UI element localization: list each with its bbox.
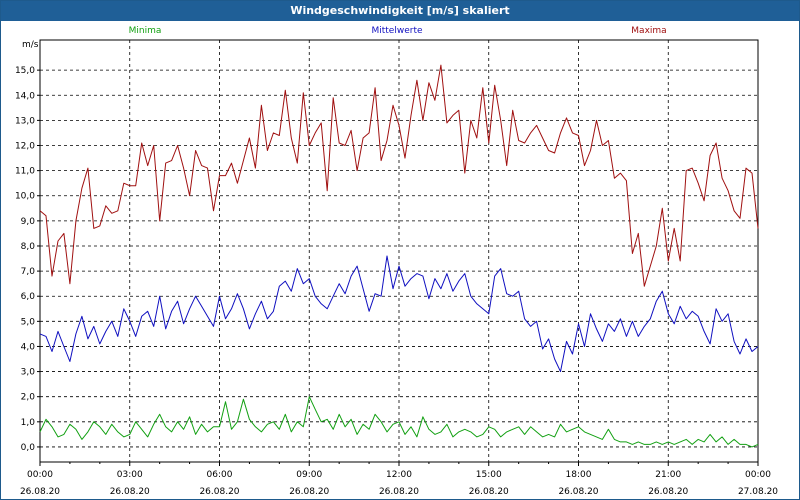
series-lines — [39, 64, 759, 448]
x-tick-date-label: 26.08.20 — [20, 487, 60, 497]
y-tick-label: 12,0 — [15, 142, 35, 152]
legend: Minima Mittelwerte Maxima — [129, 26, 667, 36]
x-tick-date-label: 27.08.20 — [738, 487, 778, 497]
y-tick-label: 2,0 — [21, 393, 36, 403]
legend-minima: Minima — [129, 26, 162, 36]
y-tick-label: 0,0 — [21, 443, 36, 453]
y-tick-label: 7,0 — [21, 267, 36, 277]
x-tick-time-label: 06:00 — [207, 470, 233, 480]
legend-mittelwerte: Mittelwerte — [371, 26, 422, 36]
series-line-maxima — [39, 64, 759, 287]
y-tick-label: 1,0 — [21, 418, 36, 428]
chart-title: Windgeschwindigkeit [m/s] skaliert — [1, 1, 799, 21]
y-tick-label: 15,0 — [15, 66, 35, 76]
x-tick-date-label: 26.08.20 — [469, 487, 509, 497]
series-line-minima — [39, 396, 759, 448]
x-tick-time-label: 03:00 — [117, 470, 143, 480]
x-tick-time-label: 00:00 — [745, 470, 771, 480]
y-tick-label: 8,0 — [21, 242, 36, 252]
x-tick-time-label: 09:00 — [296, 470, 322, 480]
x-tick-date-label: 26.08.20 — [110, 487, 150, 497]
legend-maxima: Maxima — [631, 26, 666, 36]
y-tick-label: 14,0 — [15, 91, 35, 101]
y-tick-label: 3,0 — [21, 368, 36, 378]
wind-speed-chart: 0,0 1,0 2,0 3,0 4,0 5,0 6,0 7,0 8,0 9,0 10,0 11,0 12… — [15, 26, 778, 497]
y-axis-unit: m/s — [22, 40, 39, 50]
series-line-mittelwerte — [39, 255, 759, 373]
y-axis: 0,0 1,0 2,0 3,0 4,0 5,0 6,0 7,0 8,0 9,0 10,0 11,0 12… — [15, 66, 40, 453]
y-tick-label: 6,0 — [21, 292, 36, 302]
y-tick-label: 10,0 — [15, 192, 35, 202]
x-tick-date-label: 26.08.20 — [199, 487, 239, 497]
x-tick-date-label: 26.08.20 — [648, 487, 688, 497]
y-tick-label: 4,0 — [21, 342, 36, 352]
x-tick-date-label: 26.08.20 — [289, 487, 329, 497]
x-tick-time-label: 18:00 — [566, 470, 592, 480]
y-tick-label: 9,0 — [21, 217, 36, 227]
x-tick-time-label: 00:00 — [27, 470, 53, 480]
y-tick-label: 5,0 — [21, 317, 36, 327]
x-tick-time-label: 15:00 — [476, 470, 502, 480]
y-tick-label: 13,0 — [15, 116, 35, 126]
y-tick-label: 11,0 — [15, 167, 35, 177]
grid-lines — [40, 40, 758, 462]
x-axis: 00:00 26.08.20 03:00 26.08.20 06:00 26.08.20 0… — [20, 462, 778, 497]
x-tick-time-label: 21:00 — [655, 470, 681, 480]
x-tick-date-label: 26.08.20 — [558, 487, 598, 497]
x-tick-time-label: 12:00 — [386, 470, 412, 480]
x-tick-date-label: 26.08.20 — [379, 487, 419, 497]
